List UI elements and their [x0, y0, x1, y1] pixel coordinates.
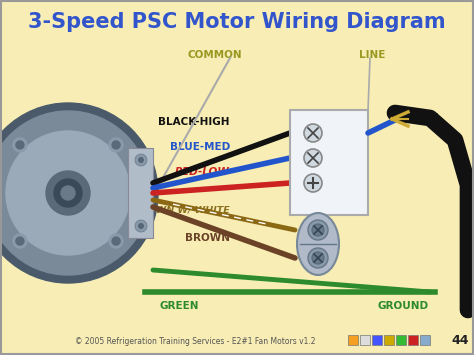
Text: LINE: LINE	[412, 113, 438, 123]
Circle shape	[135, 154, 147, 166]
Ellipse shape	[297, 213, 339, 275]
Bar	[384, 335, 394, 345]
Bar	[372, 335, 382, 345]
Bar	[128, 148, 153, 238]
Circle shape	[138, 223, 144, 229]
Text: GROUND: GROUND	[378, 301, 429, 311]
Text: 44: 44	[451, 333, 469, 346]
Circle shape	[13, 234, 27, 248]
Text: 3-Speed PSC Motor Wiring Diagram: 3-Speed PSC Motor Wiring Diagram	[28, 12, 446, 32]
Text: BROWN: BROWN	[185, 233, 230, 243]
Circle shape	[0, 111, 150, 275]
Circle shape	[46, 171, 90, 215]
Circle shape	[109, 138, 123, 152]
Text: LINE: LINE	[359, 50, 385, 60]
Bar	[290, 110, 368, 215]
Text: BROWN W/ WHITE: BROWN W/ WHITE	[133, 206, 230, 214]
Circle shape	[16, 141, 24, 149]
Circle shape	[109, 234, 123, 248]
Bar	[408, 335, 418, 345]
Circle shape	[135, 220, 147, 232]
Text: © 2005 Refrigeration Training Services - E2#1 Fan Motors v1.2: © 2005 Refrigeration Training Services -…	[75, 337, 315, 345]
Bar	[348, 335, 358, 345]
Circle shape	[304, 174, 322, 192]
Circle shape	[0, 103, 158, 283]
Text: BLUE-MED: BLUE-MED	[170, 142, 230, 152]
Circle shape	[6, 131, 130, 255]
Text: BLACK-HIGH: BLACK-HIGH	[158, 117, 230, 127]
Circle shape	[304, 149, 322, 167]
Bar	[396, 335, 406, 345]
Circle shape	[308, 248, 328, 268]
Circle shape	[138, 157, 144, 163]
Circle shape	[112, 141, 120, 149]
Circle shape	[54, 179, 82, 207]
Text: GREEN: GREEN	[160, 301, 200, 311]
Text: COMMON: COMMON	[188, 50, 242, 60]
Bar	[360, 335, 370, 345]
Circle shape	[61, 186, 75, 200]
Circle shape	[16, 237, 24, 245]
Circle shape	[112, 237, 120, 245]
Circle shape	[13, 138, 27, 152]
Circle shape	[304, 124, 322, 142]
Circle shape	[312, 224, 324, 236]
Circle shape	[312, 252, 324, 264]
Text: RED-LOW: RED-LOW	[175, 167, 230, 177]
Bar	[420, 335, 430, 345]
Circle shape	[308, 220, 328, 240]
